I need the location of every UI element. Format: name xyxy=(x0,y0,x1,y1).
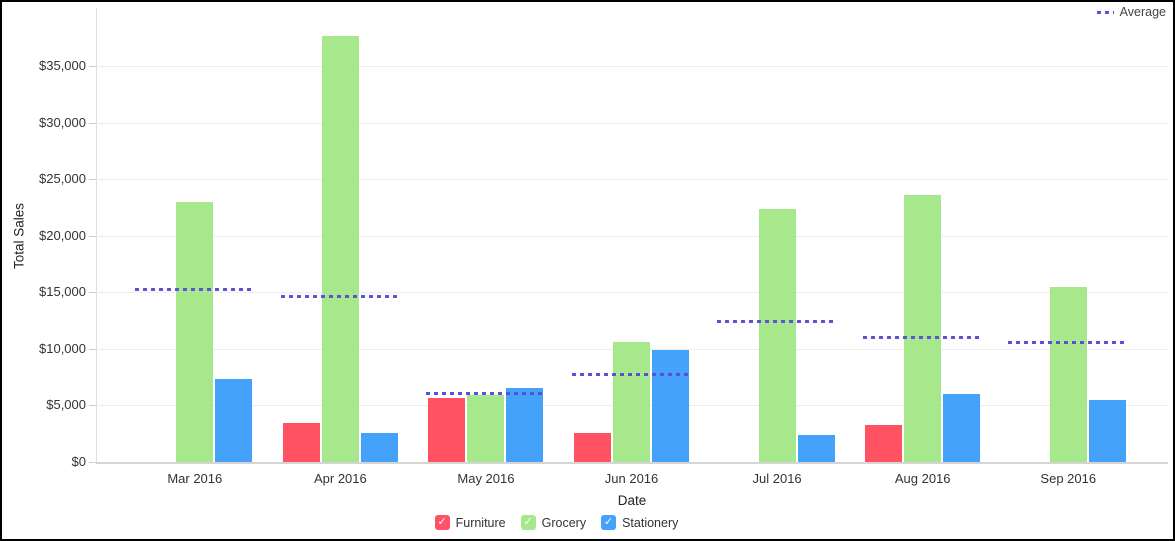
y-tick-label: $0 xyxy=(71,454,86,469)
bar-stationery-mar-2016[interactable] xyxy=(215,379,253,462)
y-tick-mark xyxy=(89,179,96,180)
y-tick-mark xyxy=(89,405,96,406)
legend-average[interactable]: Average xyxy=(1096,5,1166,19)
legend-item-label: Grocery xyxy=(541,515,587,530)
y-tick-mark xyxy=(89,292,96,293)
stationery-checkbox-icon[interactable]: ✓ xyxy=(601,515,617,530)
bar-furniture-apr-2016[interactable] xyxy=(282,423,320,462)
legend-item-stationery[interactable]: ✓ Stationery xyxy=(601,515,678,530)
y-tick-mark xyxy=(89,236,96,237)
plot-area xyxy=(96,8,1168,464)
average-line-swatch-icon xyxy=(1096,10,1114,14)
bar-group-jun-2016 xyxy=(559,8,705,462)
bar-furniture-aug-2016[interactable] xyxy=(865,425,903,462)
y-tick-mark xyxy=(89,66,96,67)
average-line-may-2016 xyxy=(426,392,546,395)
bar-group-mar-2016 xyxy=(122,8,268,462)
gridline-15000 xyxy=(96,292,1168,293)
legend-average-label: Average xyxy=(1119,5,1166,19)
y-tick-label: $20,000 xyxy=(39,228,86,243)
legend-item-furniture[interactable]: ✓ Furniture xyxy=(434,515,506,530)
grocery-checkbox-icon[interactable]: ✓ xyxy=(520,515,536,530)
bar-group-apr-2016 xyxy=(268,8,414,462)
x-label-aug-2016: Aug 2016 xyxy=(894,471,951,486)
average-line-jul-2016 xyxy=(717,320,837,323)
bar-group-may-2016 xyxy=(413,8,559,462)
y-tick-label: $15,000 xyxy=(39,284,86,299)
bar-grocery-jul-2016[interactable] xyxy=(758,209,796,462)
x-label-mar-2016: Mar 2016 xyxy=(167,471,223,486)
bar-group-aug-2016 xyxy=(850,8,996,462)
bar-stationery-jun-2016[interactable] xyxy=(652,350,690,462)
bar-grocery-aug-2016[interactable] xyxy=(904,195,942,462)
y-tick-label: $35,000 xyxy=(39,58,86,73)
legend-item-label: Furniture xyxy=(455,515,506,530)
y-tick-mark xyxy=(89,462,96,463)
average-line-mar-2016 xyxy=(135,288,255,291)
bar-stationery-aug-2016[interactable] xyxy=(943,394,981,462)
bar-grocery-sep-2016[interactable] xyxy=(1049,287,1087,462)
y-tick-mark xyxy=(89,349,96,350)
bar-group-sep-2016 xyxy=(995,8,1141,462)
furniture-checkbox-icon[interactable]: ✓ xyxy=(434,515,450,530)
y-tick-label: $5,000 xyxy=(46,397,86,412)
bar-grocery-mar-2016[interactable] xyxy=(176,202,214,462)
gridline-25000 xyxy=(96,179,1168,180)
bar-group-jul-2016 xyxy=(704,8,850,462)
bar-groups xyxy=(122,8,1141,462)
average-line-jun-2016 xyxy=(571,373,692,376)
x-label-jul-2016: Jul 2016 xyxy=(752,471,802,486)
y-tick-label: $10,000 xyxy=(39,341,86,356)
y-axis-line xyxy=(96,8,97,462)
average-line-aug-2016 xyxy=(862,336,983,339)
y-tick-mark xyxy=(89,123,96,124)
bar-grocery-apr-2016[interactable] xyxy=(321,36,359,462)
bar-furniture-may-2016[interactable] xyxy=(428,398,466,462)
bar-stationery-jul-2016[interactable] xyxy=(797,435,835,462)
average-line-sep-2016 xyxy=(1008,341,1129,344)
bar-stationery-sep-2016[interactable] xyxy=(1088,400,1126,462)
bar-stationery-apr-2016[interactable] xyxy=(360,433,398,462)
x-label-jun-2016: Jun 2016 xyxy=(604,471,659,486)
y-tick-label: $25,000 xyxy=(39,171,86,186)
bar-stationery-may-2016[interactable] xyxy=(506,388,544,462)
x-label-apr-2016: Apr 2016 xyxy=(313,471,367,486)
x-axis-title: Date xyxy=(617,493,647,508)
bar-grocery-may-2016[interactable] xyxy=(467,395,505,462)
gridline-35000 xyxy=(96,66,1168,67)
y-tick-label: $30,000 xyxy=(39,115,86,130)
bar-grocery-jun-2016[interactable] xyxy=(613,342,651,462)
series-legend: ✓ Furniture ✓ Grocery ✓ Stationery xyxy=(2,515,1111,530)
legend-item-grocery[interactable]: ✓ Grocery xyxy=(520,515,587,530)
x-axis-labels: Mar 2016 Apr 2016 May 2016 Jun 2016 Jul 2016… xyxy=(122,471,1141,486)
x-label-sep-2016: Sep 2016 xyxy=(1040,471,1097,486)
average-line-apr-2016 xyxy=(280,295,401,298)
legend-item-label: Stationery xyxy=(622,515,679,530)
bar-furniture-jun-2016[interactable] xyxy=(574,433,612,462)
gridline-20000 xyxy=(96,236,1168,237)
gridline-30000 xyxy=(96,123,1168,124)
x-label-may-2016: May 2016 xyxy=(457,471,515,486)
